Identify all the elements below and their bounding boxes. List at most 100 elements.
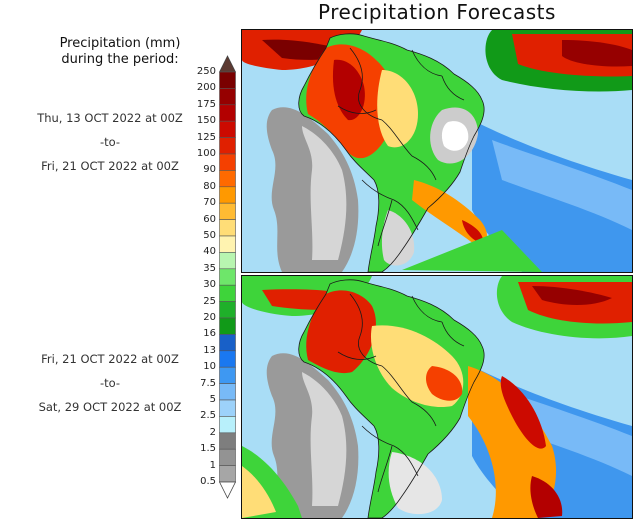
precip-region [530, 476, 563, 518]
colorbar-swatch [219, 202, 236, 220]
colorbar-tick-label: 2.5 [200, 410, 216, 422]
colorbar-swatch [219, 448, 236, 466]
colorbar-swatch [219, 383, 236, 401]
colorbar-swatch [219, 88, 236, 106]
colorbar-swatch [219, 399, 236, 417]
precip-region [562, 40, 632, 67]
precip-region [242, 466, 276, 518]
colorbar-swatch [219, 120, 236, 138]
colorbar-tick-label: 2 [209, 426, 216, 438]
country-border [381, 119, 437, 181]
precip-region [462, 220, 483, 244]
colorbar-swatch [219, 334, 236, 352]
precip-region [306, 290, 376, 374]
colorbar-swatch [219, 186, 236, 204]
colorbar-tick-label: 25 [203, 295, 216, 307]
country-border [411, 295, 443, 323]
country-border [361, 179, 419, 231]
colorbar-tick-label: 10 [203, 361, 216, 373]
legend-heading-line1: Precipitation (mm) [59, 36, 181, 51]
colorbar-tick-label: 5 [209, 394, 216, 405]
precip-region [332, 59, 365, 121]
dry-region [302, 372, 347, 506]
colorbar-swatch [219, 465, 236, 483]
colorbar-swatch [219, 284, 236, 302]
country-border [337, 105, 377, 114]
map-panel-2 [241, 275, 633, 519]
dry-region [441, 121, 469, 151]
colorbar-tick-label: 13 [203, 344, 216, 356]
precip-region [377, 70, 418, 148]
country-border [349, 293, 383, 367]
colorbar-tick-label: 175 [196, 98, 216, 110]
colorbar-swatch [219, 104, 236, 122]
period-1-end: Fri, 21 OCT 2022 at 00Z [41, 159, 179, 173]
country-border [411, 49, 443, 77]
period-1-label: Thu, 13 OCT 2022 at 00Z -to- Fri, 21 OCT… [10, 106, 210, 178]
colorbar-swatch [219, 170, 236, 188]
precip-region [426, 366, 463, 401]
country-border [377, 199, 393, 247]
dry-region [388, 452, 442, 515]
colorbar-tick-label: 125 [196, 131, 216, 143]
coastline [298, 279, 485, 518]
colorbar-tick-label: 1 [209, 459, 216, 471]
colorbar-tick-label: 90 [203, 164, 216, 176]
country-border [441, 321, 465, 347]
period-2-end: Sat, 29 OCT 2022 at 00Z [38, 400, 182, 414]
colorbar-tick-label: 250 [196, 66, 216, 77]
period-1-separator: -to- [99, 135, 121, 149]
period-2-separator: -to- [99, 376, 121, 390]
colorbar-swatch [219, 432, 236, 450]
precip-map-2 [242, 276, 632, 518]
colorbar-swatch [219, 268, 236, 286]
colorbar-tick-label: 150 [196, 115, 216, 127]
precip-region [500, 376, 546, 449]
colorbar-tick-label: 30 [203, 279, 216, 291]
period-2-label: Fri, 21 OCT 2022 at 00Z -to- Sat, 29 OCT… [10, 347, 210, 419]
colorbar-tick-label: 0.5 [200, 476, 216, 487]
colorbar-over-arrow [219, 55, 236, 73]
colorbar-swatch [219, 366, 236, 384]
colorbar-swatch [219, 317, 236, 335]
dry-region [381, 210, 415, 266]
country-border [337, 351, 377, 360]
dry-region [302, 126, 347, 260]
colorbar-tick-label: 60 [203, 213, 216, 225]
colorbar-swatch [219, 301, 236, 319]
precip-region [402, 230, 542, 272]
country-border [441, 75, 465, 101]
precip-region [492, 140, 632, 230]
country-border [361, 425, 419, 477]
colorbar-tick-label: 1.5 [200, 443, 216, 455]
colorbar [219, 55, 236, 499]
colorbar-swatch [219, 137, 236, 155]
country-border [349, 47, 383, 121]
colorbar-swatch [219, 252, 236, 270]
colorbar-swatch [219, 235, 236, 253]
period-2-start: Fri, 21 OCT 2022 at 00Z [41, 352, 179, 366]
colorbar-tick-label: 80 [203, 180, 216, 192]
map-panel-1 [241, 29, 633, 273]
colorbar-tick-label: 200 [196, 82, 216, 94]
country-border [377, 445, 393, 493]
colorbar-tick-label: 35 [203, 262, 216, 274]
colorbar-swatch [219, 219, 236, 237]
colorbar-tick-label: 100 [196, 148, 216, 159]
colorbar-swatch [219, 350, 236, 368]
colorbar-tick-label: 40 [203, 246, 216, 258]
chart-title: Precipitation Forecasts [318, 0, 556, 24]
colorbar-swatch [219, 153, 236, 171]
legend-heading: Precipitation (mm) during the period: [20, 36, 220, 68]
legend-heading-line2: during the period: [61, 52, 179, 67]
colorbar-tick-label: 20 [203, 312, 216, 323]
country-border [381, 365, 437, 427]
period-1-start: Thu, 13 OCT 2022 at 00Z [37, 111, 183, 125]
colorbar-tick-label: 50 [203, 230, 216, 241]
colorbar-tick-label: 7.5 [200, 377, 216, 389]
coastline [298, 33, 485, 272]
colorbar-under-arrow [219, 481, 236, 499]
colorbar-tick-label: 70 [203, 197, 216, 209]
colorbar-swatch [219, 71, 236, 89]
colorbar-tick-label: 16 [203, 328, 216, 340]
